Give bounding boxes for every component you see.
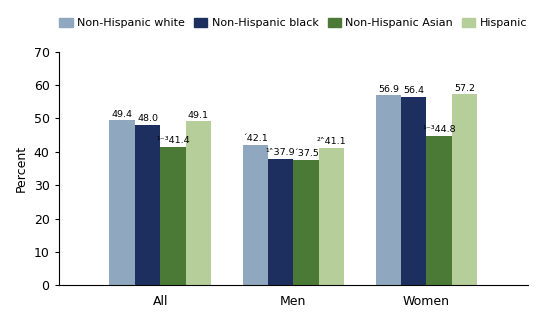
Bar <box>293 160 319 285</box>
Text: 49.1: 49.1 <box>188 111 209 120</box>
Bar <box>319 148 344 285</box>
Bar <box>427 136 452 285</box>
Bar <box>401 97 427 285</box>
Bar <box>268 159 293 285</box>
Text: 49.4: 49.4 <box>111 110 133 119</box>
Text: ¹⁻³41.4: ¹⁻³41.4 <box>156 137 190 145</box>
Legend: Non-Hispanic white, Non-Hispanic black, Non-Hispanic Asian, Hispanic: Non-Hispanic white, Non-Hispanic black, … <box>59 17 527 28</box>
Text: ´42.1: ´42.1 <box>242 134 268 143</box>
Bar <box>186 121 211 285</box>
Text: 48.0: 48.0 <box>137 114 158 123</box>
Text: ´37.5: ´37.5 <box>293 150 319 159</box>
Text: ¹˄37.9: ¹˄37.9 <box>266 148 296 157</box>
Bar <box>452 94 477 285</box>
Text: 57.2: 57.2 <box>454 84 475 93</box>
Bar <box>109 120 135 285</box>
Text: ¹⁻³44.8: ¹⁻³44.8 <box>422 125 456 134</box>
Bar <box>376 95 401 285</box>
Y-axis label: Percent: Percent <box>15 145 28 192</box>
Text: 56.4: 56.4 <box>403 87 424 95</box>
Text: 56.9: 56.9 <box>378 85 399 94</box>
Bar <box>242 145 268 285</box>
Text: ²˄41.1: ²˄41.1 <box>316 138 346 147</box>
Bar <box>135 125 160 285</box>
Bar <box>160 147 186 285</box>
